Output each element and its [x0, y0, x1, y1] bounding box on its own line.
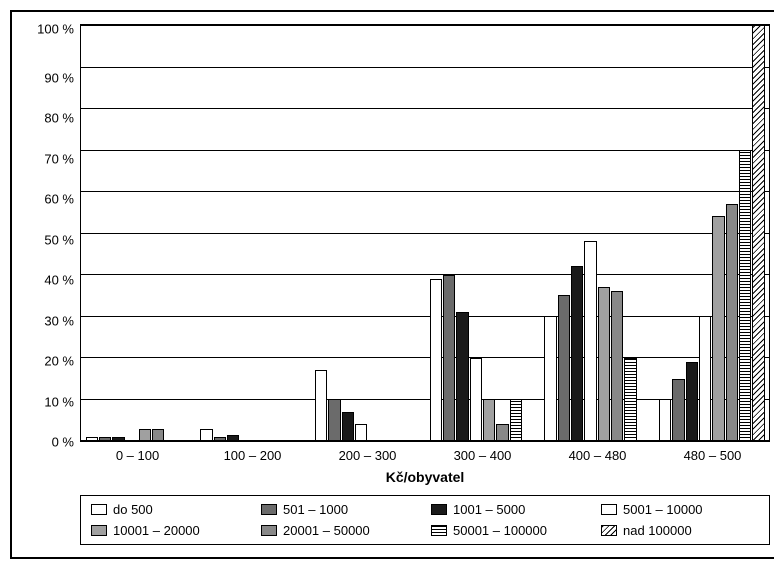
legend-label: 10001 – 20000 — [113, 523, 200, 538]
y-tick: 10 % — [44, 395, 74, 408]
bar — [355, 424, 367, 441]
chart-container: 100 % 90 % 80 % 70 % 60 % 50 % 40 % 30 % 20 % 10 … — [24, 24, 770, 545]
legend-item: do 500 — [91, 502, 249, 517]
legend-item: 50001 – 100000 — [431, 523, 589, 538]
x-tick: 0 – 100 — [80, 448, 195, 463]
bar — [686, 362, 698, 441]
y-tick: 60 % — [44, 193, 74, 206]
legend-label: nad 100000 — [623, 523, 692, 538]
y-tick: 0 % — [52, 436, 74, 449]
legend-item: 5001 – 10000 — [601, 502, 759, 517]
legend-swatch — [91, 504, 107, 515]
bar — [558, 295, 570, 441]
bar — [86, 437, 98, 441]
y-tick: 70 % — [44, 152, 74, 165]
bar — [152, 429, 164, 441]
legend-label: 5001 – 10000 — [623, 502, 703, 517]
legend-item: 10001 – 20000 — [91, 523, 249, 538]
bar — [430, 279, 442, 441]
legend-swatch — [601, 525, 617, 536]
x-tick: 100 – 200 — [195, 448, 310, 463]
legend-swatch — [431, 504, 447, 515]
x-axis: 0 – 100100 – 200200 – 300300 – 400400 – … — [80, 442, 770, 463]
y-tick: 20 % — [44, 355, 74, 368]
bar — [470, 358, 482, 441]
bar-group — [310, 25, 425, 441]
legend-swatch — [431, 525, 447, 536]
x-axis-label: Kč/obyvatel — [80, 469, 770, 485]
bar-group — [196, 25, 311, 441]
bar — [699, 316, 711, 441]
bar — [544, 316, 556, 441]
x-tick: 200 – 300 — [310, 448, 425, 463]
legend-item: 501 – 1000 — [261, 502, 419, 517]
bar — [712, 216, 724, 441]
bar — [456, 312, 468, 441]
bar — [571, 266, 583, 441]
bars-layer — [81, 25, 769, 441]
legend-swatch — [261, 525, 277, 536]
bar — [483, 399, 495, 441]
bar — [510, 399, 522, 441]
legend-item: nad 100000 — [601, 523, 759, 538]
chart-frame: 100 % 90 % 80 % 70 % 60 % 50 % 40 % 30 % 20 % 10 … — [10, 10, 774, 559]
legend-item: 1001 – 5000 — [431, 502, 589, 517]
bar — [139, 429, 151, 441]
legend-swatch — [601, 504, 617, 515]
bar — [726, 204, 738, 441]
bar-group — [425, 25, 540, 441]
bar — [200, 429, 212, 441]
legend-label: 501 – 1000 — [283, 502, 348, 517]
bar — [315, 370, 327, 441]
legend-label: 1001 – 5000 — [453, 502, 525, 517]
bar — [611, 291, 623, 441]
bar-group — [81, 25, 196, 441]
bar — [598, 287, 610, 441]
plot-area — [80, 24, 770, 442]
bar — [752, 25, 764, 441]
bar-group — [540, 25, 655, 441]
bar — [496, 424, 508, 441]
bar — [624, 358, 636, 441]
y-tick: 80 % — [44, 112, 74, 125]
x-tick: 480 – 500 — [655, 448, 770, 463]
bar — [659, 399, 671, 441]
bar — [99, 437, 111, 441]
plot-wrapper: 100 % 90 % 80 % 70 % 60 % 50 % 40 % 30 % 20 % 10 … — [24, 24, 770, 442]
bar — [214, 437, 226, 441]
y-tick: 90 % — [44, 71, 74, 84]
legend-label: 50001 – 100000 — [453, 523, 547, 538]
bar — [443, 275, 455, 441]
y-tick: 30 % — [44, 314, 74, 327]
legend-swatch — [91, 525, 107, 536]
bar — [112, 437, 124, 441]
x-tick: 400 – 480 — [540, 448, 655, 463]
legend-label: 20001 – 50000 — [283, 523, 370, 538]
bar — [584, 241, 596, 441]
bar — [328, 399, 340, 441]
y-tick: 40 % — [44, 274, 74, 287]
bar-group — [654, 25, 769, 441]
bar — [672, 379, 684, 441]
legend-item: 20001 – 50000 — [261, 523, 419, 538]
bar — [739, 150, 751, 441]
x-tick: 300 – 400 — [425, 448, 540, 463]
legend-label: do 500 — [113, 502, 153, 517]
bar — [227, 435, 239, 441]
legend: do 500 501 – 1000 1001 – 5000 5001 – 10000 1… — [80, 495, 770, 545]
legend-swatch — [261, 504, 277, 515]
y-axis: 100 % 90 % 80 % 70 % 60 % 50 % 40 % 30 % 20 % 10 … — [24, 24, 80, 442]
bar — [342, 412, 354, 441]
y-tick: 100 % — [37, 23, 74, 36]
y-tick: 50 % — [44, 233, 74, 246]
